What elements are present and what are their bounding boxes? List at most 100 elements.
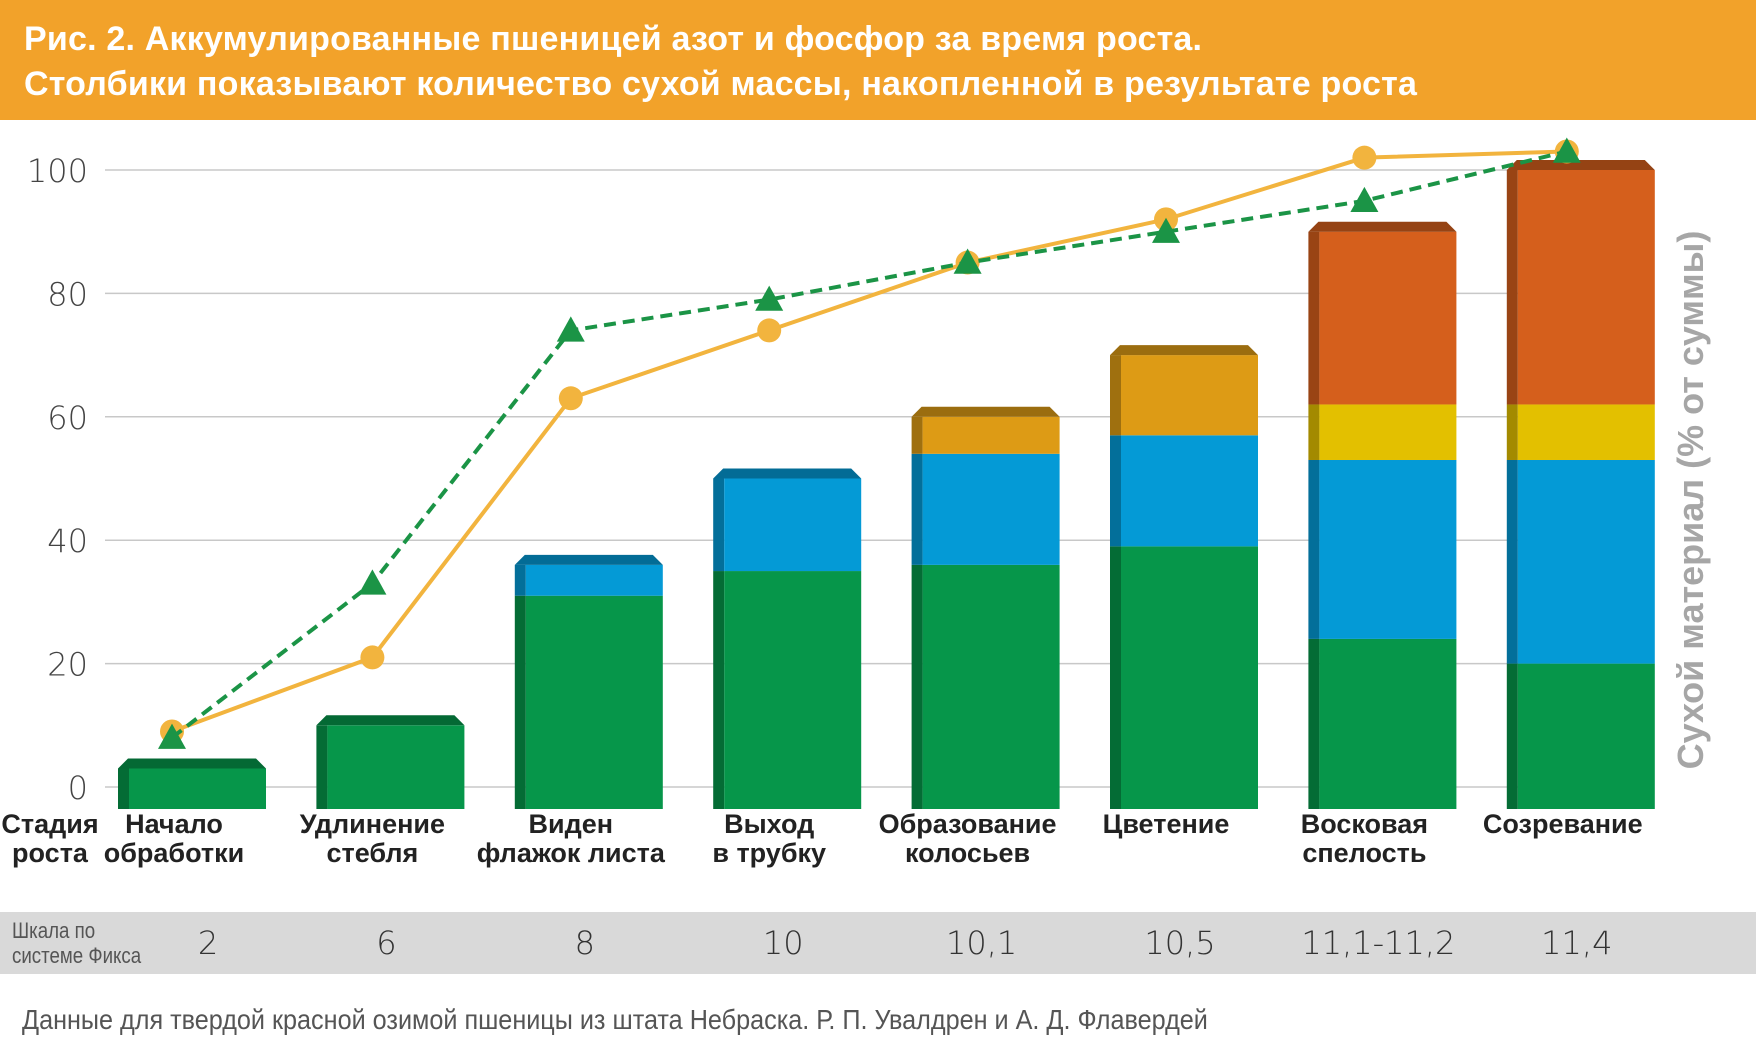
y-axis-label: Сухой материал (% от суммы) xyxy=(1670,231,1711,770)
phosphorus-point xyxy=(556,316,585,342)
bar-7-orange-shade xyxy=(1308,231,1320,405)
x-category-label: флажок листа xyxy=(477,838,666,868)
y-tick-label: 20 xyxy=(47,646,88,684)
x-category-label: Восковая xyxy=(1301,809,1428,839)
nitrogen-line xyxy=(171,149,1567,734)
chart-title-line-2: Столбики показывают количество сухой мас… xyxy=(24,65,1418,103)
bar-8-blue-shade xyxy=(1506,459,1518,664)
x-category-label: стебля xyxy=(326,838,418,868)
fix-scale-value: 10 xyxy=(762,924,804,962)
fix-scale-label: Шкала по системе Фикса xyxy=(12,918,157,968)
x-category-label: Образование xyxy=(879,809,1057,839)
bar-8-orange-segment xyxy=(1517,170,1655,405)
bar-2-green-segment xyxy=(327,725,465,809)
x-category-label: спелость xyxy=(1302,838,1426,868)
chart-header: Рис. 2. Аккумулированные пшеницей азот и… xyxy=(0,0,1756,120)
bar-6-blue-segment xyxy=(1121,435,1258,547)
y-tick-label: 0 xyxy=(68,769,88,807)
bar-6-top-cap xyxy=(1110,345,1258,356)
x-axis-title: роста xyxy=(12,838,89,868)
fix-scale-label-line-1: Шкала по xyxy=(12,918,96,943)
grid-layer: 0 20 40 60 80 100 xyxy=(27,152,1550,807)
phosphorus-point xyxy=(1552,137,1581,163)
x-category-label: Начало xyxy=(125,809,223,839)
bar-6-green-shade xyxy=(1110,546,1121,809)
lines-layer xyxy=(158,137,1581,749)
y-tick-label: 100 xyxy=(27,152,88,190)
phosphorus-point xyxy=(1152,217,1180,243)
phosphorus-point xyxy=(755,285,784,311)
bar-3-blue-shade xyxy=(514,564,526,596)
bar-6-blue-shade xyxy=(1110,435,1121,547)
bar-7-blue-shade xyxy=(1308,459,1320,639)
bar-6-amber-segment xyxy=(1121,355,1258,436)
phosphorus-line xyxy=(170,149,1568,740)
x-category-label: Удлинение xyxy=(300,809,445,839)
bar-6-amber-shade xyxy=(1110,355,1121,436)
bars-layer xyxy=(118,160,1655,809)
bar-4-blue-shade xyxy=(713,478,725,572)
bar-3-green-segment xyxy=(525,595,663,809)
bar-7-top-cap xyxy=(1308,221,1457,232)
source-note: Данные для твердой красной озимой пшениц… xyxy=(22,1004,1208,1035)
x-category-label: в трубку xyxy=(712,838,826,868)
fix-scale-label-line-2: системе Фикса xyxy=(12,943,142,968)
bar-1-green-shade xyxy=(118,768,129,809)
bar-5-green-segment xyxy=(922,564,1060,809)
x-category-label: обработки xyxy=(104,838,245,868)
bar-7-yellow-segment xyxy=(1319,404,1457,460)
fix-scale-value: 11,4 xyxy=(1541,924,1613,962)
nitrogen-point xyxy=(360,645,385,670)
y-tick-label: 40 xyxy=(47,522,88,560)
x-category-label: колосьев xyxy=(905,838,1030,868)
x-category-label: Виден xyxy=(529,809,614,839)
fix-scale-value: 8 xyxy=(574,924,595,962)
bar-7-orange-segment xyxy=(1319,231,1457,405)
phosphorus-point xyxy=(953,248,982,274)
bar-8-yellow-segment xyxy=(1517,404,1655,460)
bar-5-green-shade xyxy=(911,564,923,809)
x-category-label: Цветение xyxy=(1103,809,1230,839)
nitrogen-point xyxy=(757,318,782,343)
fix-scale-band xyxy=(0,912,1756,974)
fix-scale-value: 10,1 xyxy=(945,924,1018,962)
bar-8-green-shade xyxy=(1506,663,1518,809)
phosphorus-point xyxy=(158,723,186,749)
bar-4-top-cap xyxy=(713,468,862,479)
fix-scale-value: 6 xyxy=(376,924,397,962)
fix-scale-value: 10,5 xyxy=(1144,924,1216,962)
chart-title-line-1: Рис. 2. Аккумулированные пшеницей азот и… xyxy=(24,20,1203,58)
bar-3-green-shade xyxy=(514,595,526,809)
bar-8-top-cap xyxy=(1506,160,1655,170)
phosphorus-point xyxy=(1350,186,1379,213)
nitrogen-point xyxy=(558,386,583,411)
y-tick-label: 80 xyxy=(47,275,88,313)
bar-1-top-cap xyxy=(118,758,266,769)
bar-5-blue-shade xyxy=(911,453,923,565)
bar-5-blue-segment xyxy=(922,453,1060,565)
bar-7-green-segment xyxy=(1319,638,1457,809)
fix-scale-value: 2 xyxy=(197,924,219,962)
bar-4-blue-segment xyxy=(724,478,862,572)
bar-8-orange-shade xyxy=(1506,170,1518,405)
x-category-label: Выход xyxy=(724,809,814,839)
bar-1-green-segment xyxy=(129,768,266,809)
phosphorus-point xyxy=(358,569,387,595)
bar-8-blue-segment xyxy=(1517,459,1655,664)
bar-7-blue-segment xyxy=(1319,459,1457,639)
bar-4-green-shade xyxy=(713,571,725,809)
bar-2-green-shade xyxy=(316,725,328,809)
bar-4-green-segment xyxy=(724,571,862,809)
bar-2-top-cap xyxy=(316,715,465,726)
fix-scale-value: 11,1-11,2 xyxy=(1301,924,1456,962)
y-tick-label: 60 xyxy=(47,399,88,437)
bar-5-amber-segment xyxy=(922,416,1060,454)
bar-3-top-cap xyxy=(514,554,663,565)
x-axis-title: Стадия xyxy=(1,809,98,839)
x-category-label: Созревание xyxy=(1483,809,1643,839)
bar-5-amber-shade xyxy=(911,416,923,454)
bar-8-yellow-shade xyxy=(1506,404,1518,460)
nitrogen-point xyxy=(1352,145,1377,170)
